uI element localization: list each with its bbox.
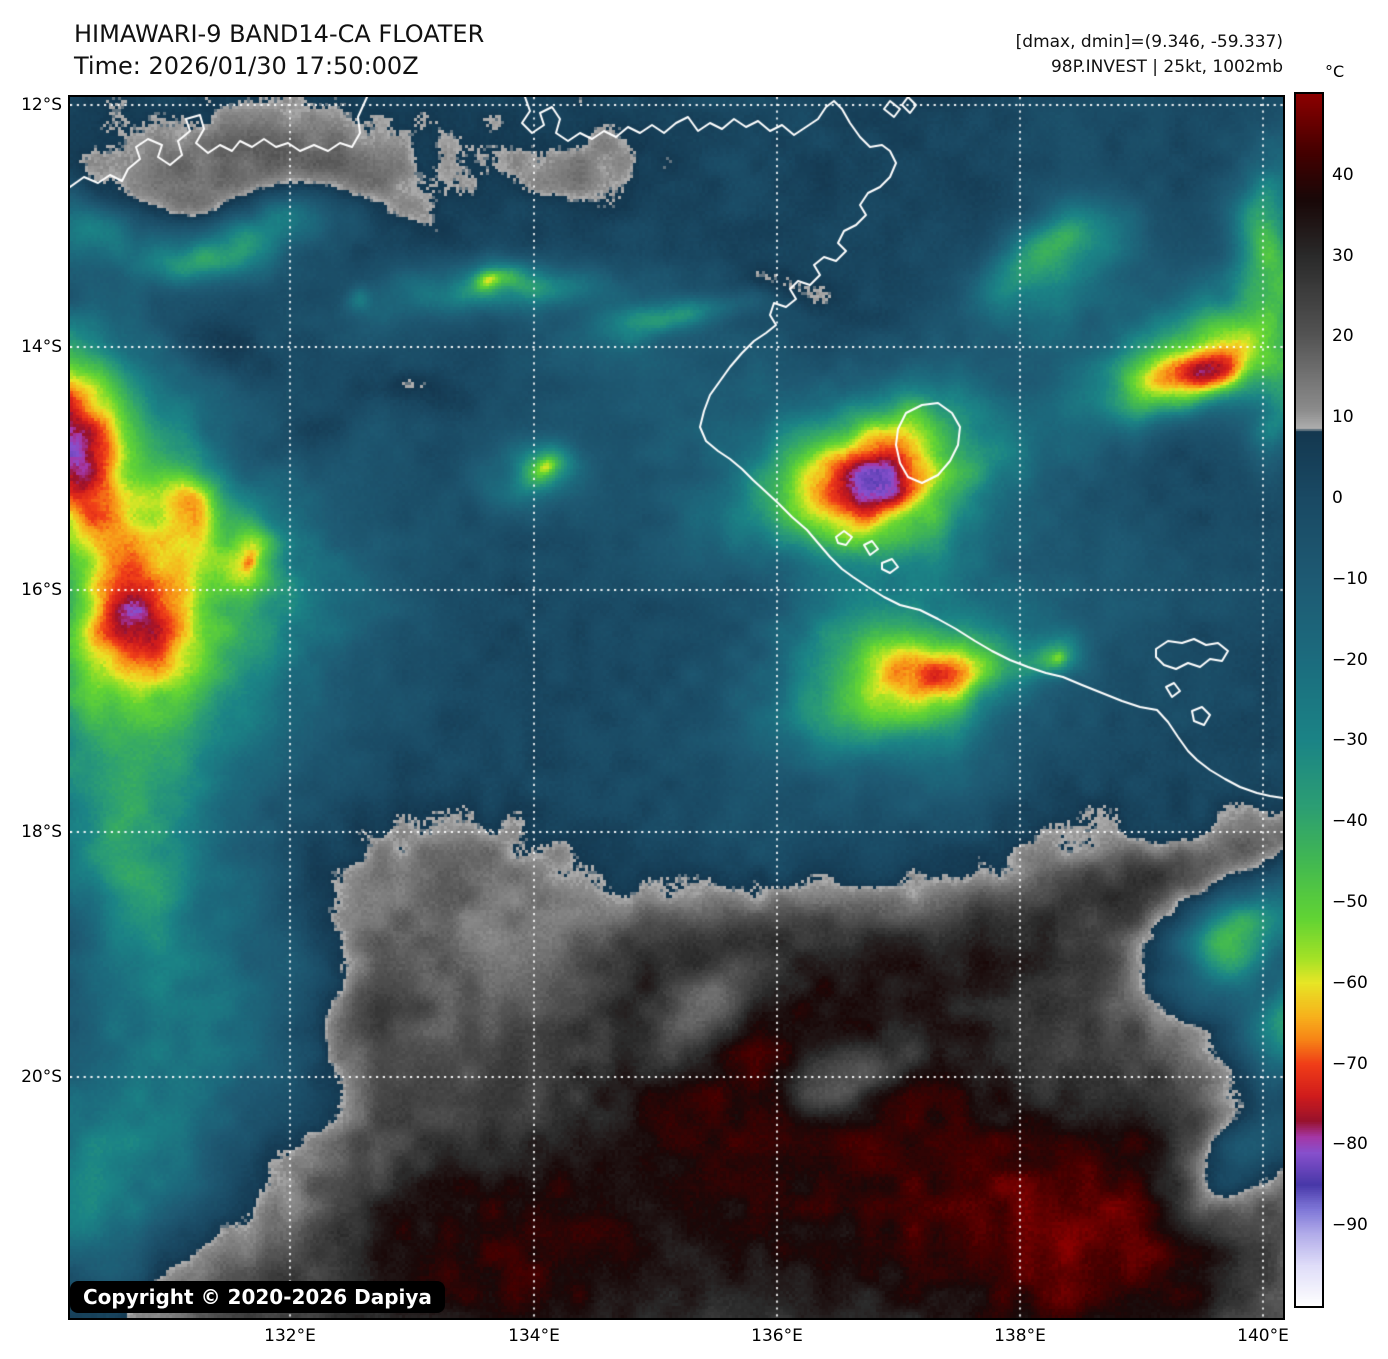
lon-tick-label: 132°E	[264, 1326, 316, 1346]
colorbar-tick-label: 30	[1332, 245, 1354, 266]
dminmax-line: [dmax, dmin]=(9.346, -59.337)	[1015, 32, 1283, 52]
page-title: HIMAWARI-9 BAND14-CA FLOATER Time: 2026/0…	[74, 18, 484, 82]
colorbar-tick-label: −30	[1332, 730, 1368, 751]
colorbar-tick-label: −70	[1332, 1053, 1368, 1074]
lat-tick-label: 14°S	[21, 337, 62, 357]
colorbar-tick-label: −80	[1332, 1134, 1368, 1155]
colorbar-tick-label: −60	[1332, 972, 1368, 993]
title-line: HIMAWARI-9 BAND14-CA FLOATER	[74, 20, 485, 48]
satellite-map-canvas	[70, 97, 1283, 1318]
colorbar-unit-label: °C	[1325, 62, 1345, 81]
colorbar-canvas	[1296, 94, 1322, 1306]
colorbar-tick-label: 10	[1332, 407, 1354, 428]
map-frame	[68, 95, 1285, 1320]
header-stats: [dmax, dmin]=(9.346, -59.337) 98P.INVEST …	[1016, 30, 1283, 80]
time-line: Time: 2026/01/30 17:50:00Z	[74, 52, 419, 80]
colorbar-tick-label: −10	[1332, 568, 1368, 589]
lat-tick-label: 16°S	[21, 580, 62, 600]
colorbar-tick-label: 20	[1332, 326, 1354, 347]
colorbar-tick-label: −40	[1332, 811, 1368, 832]
colorbar-tick-label: −20	[1332, 649, 1368, 670]
colorbar-tick-label: 0	[1332, 488, 1343, 508]
lon-tick-label: 140°E	[1237, 1326, 1289, 1346]
colorbar-frame	[1294, 92, 1324, 1308]
lon-tick-label: 134°E	[508, 1326, 560, 1346]
lat-tick-label: 18°S	[21, 822, 62, 842]
lon-tick-label: 138°E	[994, 1326, 1046, 1346]
colorbar-tick-label: −50	[1332, 892, 1368, 912]
lat-tick-label: 12°S	[21, 95, 62, 115]
storm-info-line: 98P.INVEST | 25kt, 1002mb	[1050, 57, 1283, 77]
lat-tick-label: 20°S	[21, 1067, 62, 1087]
colorbar-tick-label: 40	[1332, 164, 1354, 185]
lon-tick-label: 136°E	[751, 1326, 803, 1346]
colorbar-tick-label: −90	[1332, 1215, 1368, 1236]
copyright-badge: Copyright © 2020-2026 Dapiya	[70, 1281, 445, 1313]
